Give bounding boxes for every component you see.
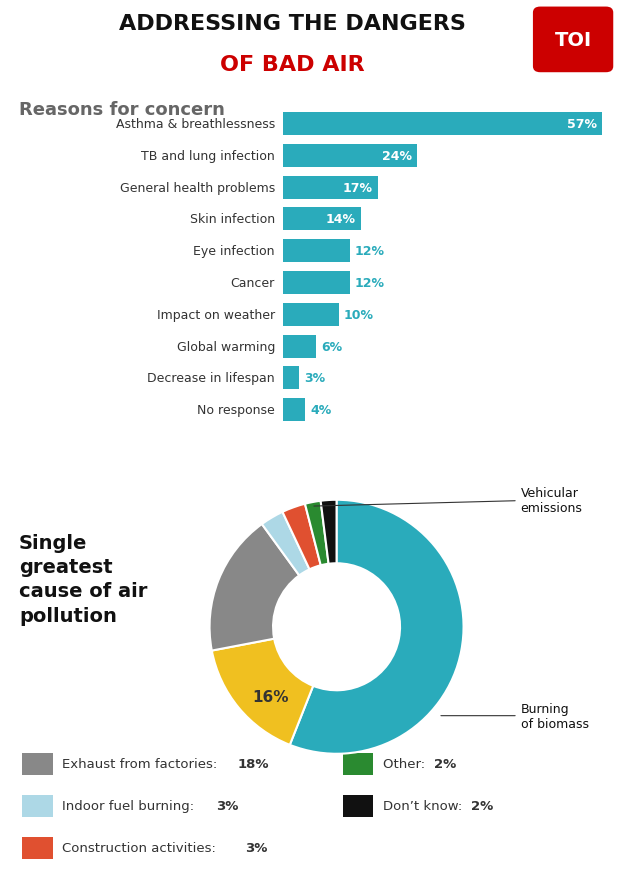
Text: Decrease in lifespan: Decrease in lifespan xyxy=(147,372,275,385)
Bar xyxy=(22,753,53,774)
Bar xyxy=(283,272,350,295)
Text: Indoor fuel burning:: Indoor fuel burning: xyxy=(62,799,199,812)
Text: 18%: 18% xyxy=(237,758,269,770)
Text: 6%: 6% xyxy=(321,340,342,353)
Text: 17%: 17% xyxy=(343,182,373,195)
Text: Don’t know:: Don’t know: xyxy=(383,799,466,812)
Text: 16%: 16% xyxy=(252,689,289,704)
Text: Impact on weather: Impact on weather xyxy=(157,309,275,322)
Wedge shape xyxy=(210,524,299,651)
Text: Reasons for concern: Reasons for concern xyxy=(19,102,225,119)
Bar xyxy=(283,240,350,263)
Text: No response: No response xyxy=(197,403,275,417)
Wedge shape xyxy=(305,501,328,566)
Text: 2%: 2% xyxy=(471,799,493,812)
Text: Single
greatest
cause of air
pollution: Single greatest cause of air pollution xyxy=(19,533,147,625)
Text: Skin infection: Skin infection xyxy=(190,213,275,226)
Text: 3%: 3% xyxy=(216,799,238,812)
Text: TB and lung infection: TB and lung infection xyxy=(141,150,275,162)
Wedge shape xyxy=(290,500,464,754)
Bar xyxy=(283,176,378,199)
Bar xyxy=(22,837,53,859)
Text: 57%: 57% xyxy=(567,118,597,131)
Bar xyxy=(283,145,417,168)
Text: Eye infection: Eye infection xyxy=(194,245,275,258)
FancyBboxPatch shape xyxy=(533,8,613,73)
Text: 12%: 12% xyxy=(355,245,385,258)
Wedge shape xyxy=(321,500,337,564)
Bar xyxy=(283,367,300,390)
Text: 3%: 3% xyxy=(244,841,267,854)
Text: 4%: 4% xyxy=(310,403,331,417)
Bar xyxy=(283,208,361,232)
Text: General health problems: General health problems xyxy=(120,182,275,195)
Text: 12%: 12% xyxy=(355,276,385,289)
Text: Construction activities:: Construction activities: xyxy=(62,841,220,854)
Text: 14%: 14% xyxy=(326,213,356,226)
Text: OF BAD AIR: OF BAD AIR xyxy=(220,55,364,75)
Text: Vehicular
emissions: Vehicular emissions xyxy=(314,486,582,514)
Text: 10%: 10% xyxy=(344,309,374,322)
Text: 56%: 56% xyxy=(318,609,375,632)
Text: Burning
of biomass: Burning of biomass xyxy=(441,702,589,730)
Text: Cancer: Cancer xyxy=(231,276,275,289)
Text: ADDRESSING THE DANGERS: ADDRESSING THE DANGERS xyxy=(119,14,465,34)
Wedge shape xyxy=(283,504,321,570)
Wedge shape xyxy=(262,512,309,575)
Text: Asthma & breathlessness: Asthma & breathlessness xyxy=(116,118,275,131)
Bar xyxy=(283,113,602,136)
Text: Global warming: Global warming xyxy=(177,340,275,353)
Bar xyxy=(22,795,53,816)
Text: Other:: Other: xyxy=(383,758,429,770)
Text: 2%: 2% xyxy=(434,758,457,770)
Text: Exhaust from factories:: Exhaust from factories: xyxy=(62,758,222,770)
Text: 24%: 24% xyxy=(382,150,412,162)
Wedge shape xyxy=(212,639,313,745)
Bar xyxy=(283,335,316,358)
Bar xyxy=(343,753,373,774)
Text: TOI: TOI xyxy=(554,31,592,50)
Text: 3%: 3% xyxy=(305,372,326,385)
Bar xyxy=(283,303,338,326)
Bar xyxy=(343,795,373,816)
Bar xyxy=(283,399,305,422)
